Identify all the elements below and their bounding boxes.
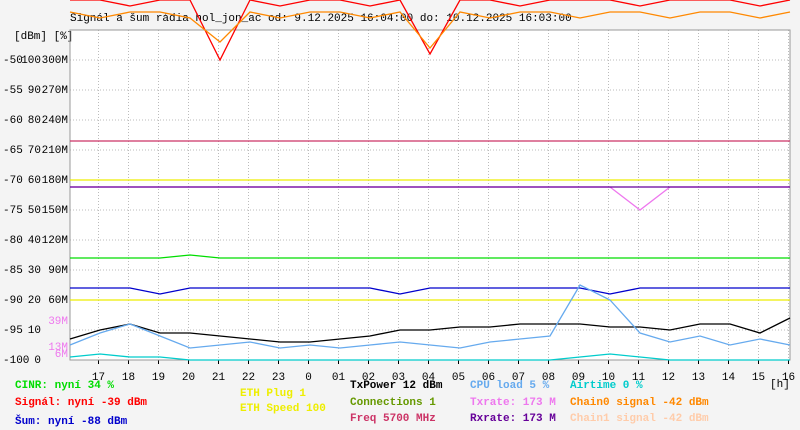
legend-entry: TxPower 12 dBm [350, 380, 443, 392]
x-tick-label: 11 [632, 372, 646, 384]
x-tick-label: 03 [392, 372, 405, 384]
x-tick-label: 18 [122, 372, 135, 384]
series-line [70, 287, 790, 295]
chart-title: Signál a šum rádia hol_jon_ac od: 9.12.2… [70, 13, 572, 25]
y3-marker-label: 13M [48, 342, 68, 354]
y3-tick-label: 300M [42, 55, 68, 67]
y-tick-label: -95 [3, 325, 23, 337]
y3-tick-label: 180M [42, 175, 68, 187]
legend-entry: Chain1 signal -42 dBm [570, 413, 709, 425]
x-tick-label: 09 [572, 372, 585, 384]
legend-entry: Signál: nyní -39 dBm [15, 397, 147, 409]
x-tick-label: 07 [512, 372, 525, 384]
x-tick-label: 13 [692, 372, 705, 384]
legend-entry: ETH Plug 1 [240, 388, 306, 400]
y2-tick-label: 70 [28, 145, 41, 157]
x-tick-label: 14 [722, 372, 736, 384]
legend-entry: CPU load 5 % [470, 380, 550, 392]
x-tick-label: 23 [272, 372, 285, 384]
x-tick-label: 16 [782, 372, 795, 384]
x-tick-label: 04 [422, 372, 436, 384]
y2-tick-label: 10 [28, 325, 41, 337]
y2-tick-label: 40 [28, 235, 41, 247]
y-tick-label: -60 [3, 115, 23, 127]
y-tick-label: -65 [3, 145, 23, 157]
legend-entry: ETH Speed 100 [240, 403, 326, 415]
legend-entry: Txrate: 173 M [470, 397, 556, 409]
series-line [69, 317, 791, 343]
y2-tick-label: 60 [28, 175, 41, 187]
y3-tick-label: 120M [42, 235, 68, 247]
y-tick-label: -75 [3, 205, 23, 217]
y-tick-label: -80 [3, 235, 23, 247]
y-tick-label: -55 [3, 85, 23, 97]
y2-tick-label: 20 [28, 295, 41, 307]
legend-entry: CINR: nyní 34 % [15, 380, 114, 392]
series-line [70, 0, 791, 62]
axis-header: [dBm] [%] [14, 31, 73, 43]
y3-tick-label: 90M [48, 265, 68, 277]
series-line [69, 284, 791, 349]
y-tick-label: -100 [3, 355, 29, 367]
y3-marker-label: 6M [55, 349, 68, 361]
x-tick-label: 19 [152, 372, 165, 384]
y3-tick-label: 270M [42, 85, 68, 97]
x-tick-label: 08 [542, 372, 555, 384]
legend-entry: Šum: nyní -88 dBm [15, 414, 128, 428]
y-tick-label: -70 [3, 175, 23, 187]
x-tick-label: 17 [92, 372, 105, 384]
y2-tick-label: 100 [21, 55, 41, 67]
series-line [69, 353, 790, 361]
x-tick-label: 10 [602, 372, 615, 384]
y3-marker-label: 39M [48, 316, 68, 328]
series-line [70, 254, 790, 259]
legend-entry: Rxrate: 173 M [470, 413, 556, 425]
x-tick-label: 0 [305, 372, 312, 384]
y2-tick-label: 90 [28, 85, 41, 97]
legend-entry: Connections 1 [350, 397, 436, 409]
y2-tick-label: 30 [28, 265, 41, 277]
x-tick-label: 06 [482, 372, 495, 384]
x-tick-label: 01 [332, 372, 346, 384]
y3-tick-label: 210M [42, 145, 68, 157]
series-line [69, 11, 791, 50]
y3-tick-label: 240M [42, 115, 68, 127]
x-tick-label: 22 [242, 372, 255, 384]
plot-area [70, 30, 790, 360]
y-tick-label: -50 [3, 55, 23, 67]
x-tick-label: 05 [452, 372, 465, 384]
y-tick-label: -85 [3, 265, 23, 277]
x-tick-label: 21 [212, 372, 226, 384]
y3-tick-label: 150M [42, 205, 68, 217]
y2-tick-label: 0 [34, 355, 41, 367]
y2-tick-label: 80 [28, 115, 41, 127]
y-tick-label: -90 [3, 295, 23, 307]
y2-tick-label: 50 [28, 205, 41, 217]
legend-entry: Airtime 0 % [570, 380, 643, 392]
legend-entry: Chain0 signal -42 dBm [570, 397, 709, 409]
x-tick-label: 12 [662, 372, 675, 384]
x-tick-label: 20 [182, 372, 195, 384]
x-tick-label: 02 [362, 372, 375, 384]
x-axis-label: [h] [770, 379, 790, 391]
y3-tick-label: 60M [48, 295, 68, 307]
legend-entry: Freq 5700 MHz [350, 413, 436, 425]
x-tick-label: 15 [752, 372, 765, 384]
